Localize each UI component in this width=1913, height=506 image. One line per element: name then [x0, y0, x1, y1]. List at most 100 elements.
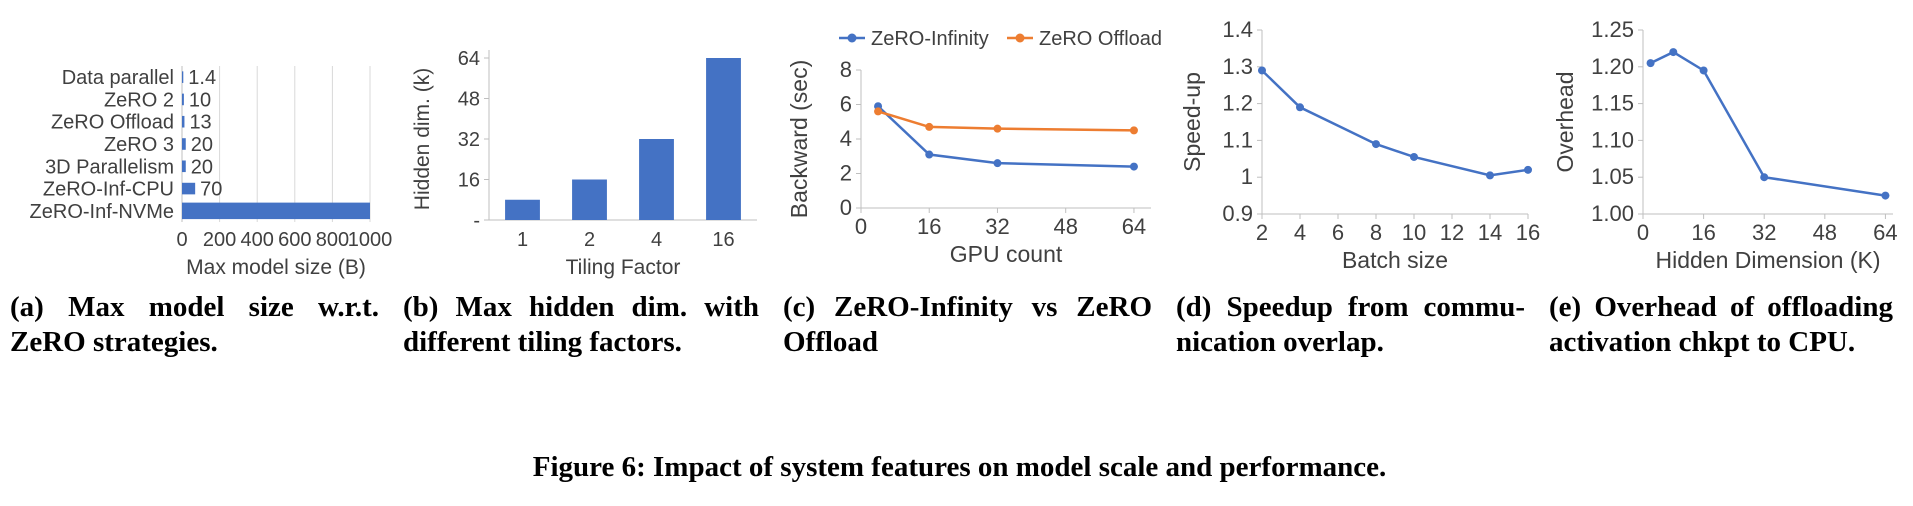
bars [505, 58, 741, 220]
svg-text:64: 64 [1122, 214, 1146, 239]
svg-text:8: 8 [840, 57, 852, 82]
svg-text:0: 0 [1637, 220, 1649, 245]
svg-text:Data parallel: Data parallel [62, 67, 174, 89]
series-ZeRO Offload [874, 107, 1138, 135]
svg-text:16: 16 [917, 214, 941, 239]
svg-text:14: 14 [1478, 220, 1502, 245]
svg-text:32: 32 [458, 129, 480, 151]
svg-text:ZeRO Offload: ZeRO Offload [1039, 28, 1162, 50]
svg-text:13: 13 [189, 112, 211, 134]
svg-text:4: 4 [840, 126, 852, 151]
svg-text:4: 4 [651, 229, 662, 251]
figure-panel-c: 0 2 4 6 8 0 16 32 48 64 GPU count Backward (sec) ZeR… [783, 8, 1168, 360]
figure-panel-d: 0.9 1 1.1 1.2 1.3 1.4 2 4 6 8 10 12 14 16 Batch size Sp… [1176, 8, 1541, 360]
svg-text:10: 10 [189, 89, 211, 111]
figure-panel-e: 1.00 1.05 1.10 1.15 1.20 1.25 0 16 32 48 64 Hidden … [1549, 8, 1909, 360]
svg-text:16: 16 [712, 229, 734, 251]
svg-text:Hidden dim. (k): Hidden dim. (k) [411, 68, 434, 210]
svg-text:48: 48 [458, 89, 480, 111]
chart-c-zero-infinity-vs-offload: 0 2 4 6 8 0 16 32 48 64 GPU count Backward (sec) ZeR… [786, 28, 1162, 267]
svg-text:1: 1 [517, 229, 528, 251]
svg-text:800: 800 [316, 229, 349, 251]
svg-text:2: 2 [1256, 220, 1268, 245]
subcaption-d: (d) Speedup from commu­nication overlap. [1176, 291, 1525, 358]
svg-text:16: 16 [458, 170, 480, 192]
svg-text:1.20: 1.20 [1591, 54, 1634, 79]
svg-text:2: 2 [840, 161, 852, 186]
svg-text:6: 6 [840, 92, 852, 117]
svg-text:1.15: 1.15 [1591, 91, 1634, 116]
svg-text:Batch size: Batch size [1342, 247, 1448, 273]
chart-e-offload-overhead: 1.00 1.05 1.10 1.15 1.20 1.25 0 16 32 48 64Hidden … [1552, 17, 1898, 273]
svg-text:16: 16 [1516, 220, 1540, 245]
svg-text:1.3: 1.3 [1222, 54, 1253, 79]
svg-text:16: 16 [1691, 220, 1715, 245]
plot-area [181, 66, 371, 222]
svg-text:1.10: 1.10 [1591, 127, 1634, 152]
svg-text:1.05: 1.05 [1591, 164, 1634, 189]
chart-a-max-model-size: Data parallel 1.4 ZeRO 2 10 ZeRO Offload 13 Ze… [30, 66, 393, 279]
svg-text:8: 8 [1370, 220, 1382, 245]
subcaption-c: (c) ZeRO-Infinity vs ZeRO Offload [783, 291, 1152, 358]
svg-text:20: 20 [191, 156, 213, 178]
svg-text:1.1: 1.1 [1222, 127, 1253, 152]
subcaption-b: (b) Max hidden dim. with different tilin… [403, 291, 759, 358]
svg-text:Backward (sec): Backward (sec) [786, 60, 812, 218]
svg-text:4: 4 [1294, 220, 1306, 245]
svg-text:0: 0 [840, 195, 852, 220]
series-overhead [1646, 48, 1890, 200]
svg-text:ZeRO Offload: ZeRO Offload [51, 112, 174, 134]
svg-text:Max model size (B): Max model size (B) [186, 256, 366, 279]
svg-text:0: 0 [176, 229, 187, 251]
subcaption-a: (a) Max model size w.r.t. ZeRO strategie… [10, 291, 379, 358]
svg-text:Tiling Factor: Tiling Factor [566, 256, 681, 279]
svg-text:GPU count: GPU count [950, 241, 1063, 267]
svg-text:1: 1 [1241, 164, 1253, 189]
svg-text:32: 32 [985, 214, 1009, 239]
svg-text:70: 70 [200, 179, 222, 201]
svg-text:0.9: 0.9 [1222, 201, 1253, 226]
svg-text:64: 64 [458, 48, 480, 70]
bars [182, 71, 370, 220]
svg-text:0: 0 [855, 214, 867, 239]
svg-text:48: 48 [1053, 214, 1077, 239]
svg-text:1.00: 1.00 [1591, 201, 1634, 226]
svg-text:Hidden Dimension (K): Hidden Dimension (K) [1656, 247, 1881, 273]
svg-text:1.25: 1.25 [1591, 17, 1634, 42]
svg-text:32: 32 [1752, 220, 1776, 245]
svg-text:ZeRO-Infinity: ZeRO-Infinity [871, 28, 989, 50]
svg-text:1000: 1000 [348, 229, 393, 251]
svg-text:1.2: 1.2 [1222, 91, 1253, 116]
svg-text:Speed-up: Speed-up [1179, 72, 1205, 172]
chart-d-speedup-overlap: 0.9 1 1.1 1.2 1.3 1.4 2 4 6 8 10 12 14 16 Batch size Sp… [1179, 17, 1540, 273]
svg-text:6: 6 [1332, 220, 1344, 245]
legend: ZeRO-Infinity ZeRO Offload [839, 28, 1162, 50]
svg-text:ZeRO 3: ZeRO 3 [104, 134, 174, 156]
svg-text:400: 400 [241, 229, 274, 251]
svg-text:ZeRO-Inf-CPU: ZeRO-Inf-CPU [43, 179, 174, 201]
svg-text:2: 2 [584, 229, 595, 251]
svg-text:48: 48 [1813, 220, 1837, 245]
chart-b-max-hidden-dim: - 16 32 48 64 1 2 4 16 Tiling Factor Hidden dim. (… [411, 48, 757, 279]
svg-text:600: 600 [278, 229, 311, 251]
svg-text:12: 12 [1440, 220, 1464, 245]
svg-text:64: 64 [1873, 220, 1897, 245]
svg-text:1.4: 1.4 [1222, 17, 1253, 42]
svg-text:Overhead: Overhead [1552, 71, 1578, 172]
svg-text:-: - [473, 210, 480, 232]
figure-panel-a: Data parallel 1.4 ZeRO 2 10 ZeRO Offload 13 Ze… [10, 8, 395, 360]
svg-text:10: 10 [1402, 220, 1426, 245]
subcaption-e: (e) Overhead of offloading activation ch… [1549, 291, 1893, 358]
svg-text:1.4: 1.4 [188, 67, 216, 89]
series-ZeRO-Infinity [874, 102, 1138, 171]
series-speedup [1258, 66, 1532, 180]
svg-text:ZeRO 2: ZeRO 2 [104, 89, 174, 111]
charts-row: Data parallel 1.4 ZeRO 2 10 ZeRO Offload 13 Ze… [10, 8, 1909, 360]
figure-panel-b: - 16 32 48 64 1 2 4 16 Tiling Factor Hidden dim. (… [403, 8, 775, 360]
svg-text:20: 20 [191, 134, 213, 156]
svg-text:ZeRO-Inf-NVMe: ZeRO-Inf-NVMe [30, 201, 174, 223]
svg-text:3D Parallelism: 3D Parallelism [45, 156, 174, 178]
figure-caption: Figure 6: Impact of system features on m… [532, 451, 1387, 483]
svg-text:200: 200 [203, 229, 236, 251]
